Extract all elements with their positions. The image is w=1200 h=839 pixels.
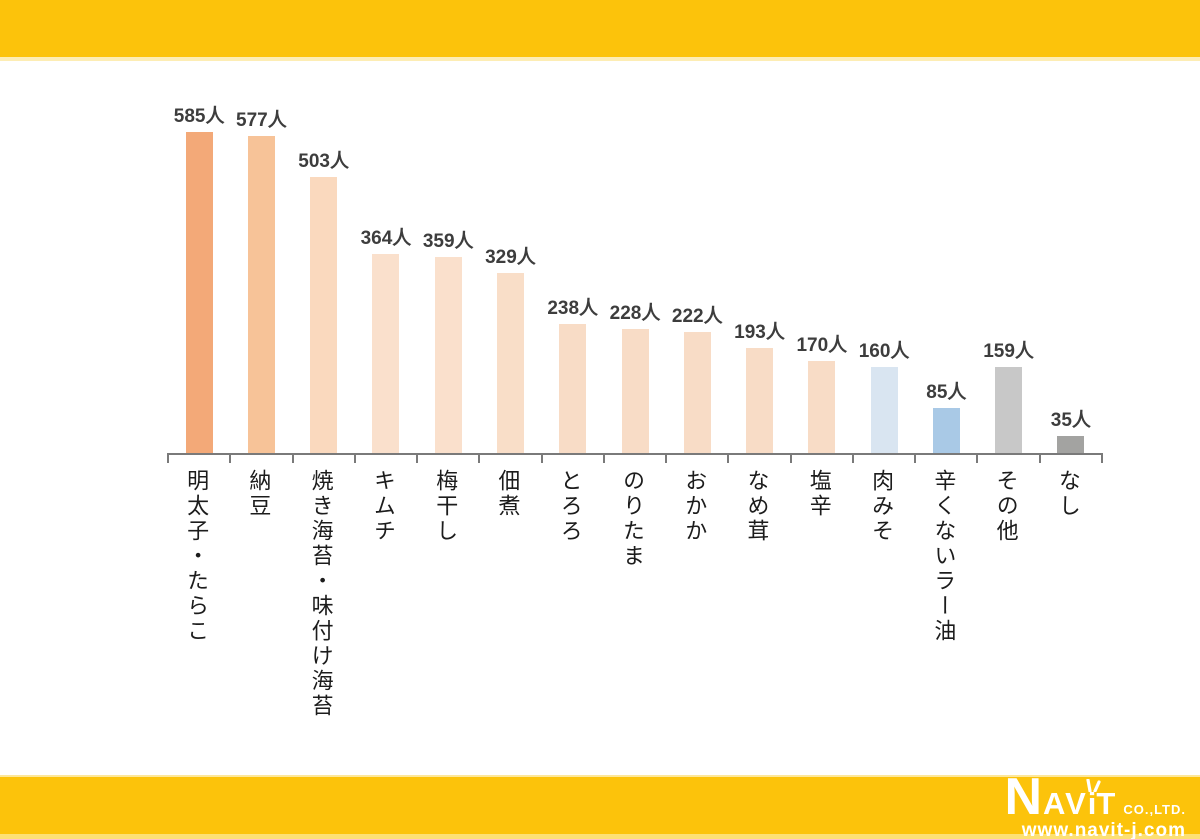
x-axis-tick-1 xyxy=(229,453,232,463)
x-axis-tick-12 xyxy=(914,453,917,463)
navit-logo: N AV i T CO.,LTD. www.navit-j.com xyxy=(1004,768,1186,839)
x-category-label-13: 辛くないラー油 xyxy=(931,469,957,644)
x-category-label-15: なし xyxy=(1055,469,1081,519)
rabbit-ears-icon xyxy=(1085,778,1101,797)
bar-1 xyxy=(185,132,213,455)
x-category-label-9: おかか xyxy=(682,469,708,544)
x-category-label-12: 肉みそ xyxy=(869,469,895,544)
bar-value-label-12: 160人 xyxy=(858,341,910,362)
x-category-label-3: 焼き海苔・味付け海苔 xyxy=(308,469,334,719)
x-axis-tick-10 xyxy=(789,453,792,463)
x-category-label-2: 納豆 xyxy=(246,469,272,519)
x-axis-tick-6 xyxy=(540,453,543,463)
navit-logo-url: www.navit-j.com xyxy=(1021,820,1186,839)
x-axis-tick-3 xyxy=(353,453,356,463)
bottom-brand-band xyxy=(0,775,1200,839)
x-axis-tick-15 xyxy=(1101,453,1103,463)
bar-2 xyxy=(247,136,275,455)
bar-value-label-8: 228人 xyxy=(609,303,661,324)
x-category-label-10: なめ茸 xyxy=(744,469,770,544)
x-category-label-5: 梅干し xyxy=(433,469,459,544)
bar-7 xyxy=(559,324,587,455)
x-axis-tick-2 xyxy=(291,453,294,463)
bar-value-label-14: 159人 xyxy=(983,341,1034,362)
x-axis-line xyxy=(168,453,1102,455)
x-category-label-4: キムチ xyxy=(370,469,396,544)
x-category-label-6: 佃煮 xyxy=(495,469,521,519)
navit-logo-letter-n: N xyxy=(1004,768,1044,826)
navit-logo-letter-i-wrap: i xyxy=(1086,778,1101,819)
x-category-label-7: とろろ xyxy=(557,469,583,544)
bar-15 xyxy=(1057,436,1085,455)
bar-value-label-11: 170人 xyxy=(796,335,848,356)
x-axis-tick-14 xyxy=(1038,453,1041,463)
x-axis-tick-5 xyxy=(478,453,481,463)
bar-value-label-9: 222人 xyxy=(671,306,723,327)
x-axis-tick-0 xyxy=(167,453,169,463)
bar-5 xyxy=(434,257,462,455)
x-axis-tick-4 xyxy=(416,453,419,463)
navit-logo-letter-t: T xyxy=(1096,786,1118,821)
bar-value-label-3: 503人 xyxy=(298,151,349,172)
bar-3 xyxy=(310,177,338,455)
bar-value-label-2: 577人 xyxy=(236,110,287,131)
bar-4 xyxy=(372,254,400,455)
bar-value-label-13: 85人 xyxy=(926,382,967,403)
x-axis-tick-9 xyxy=(727,453,730,463)
bar-value-label-1: 585人 xyxy=(173,106,225,127)
bar-value-label-10: 193人 xyxy=(734,322,785,343)
bar-13 xyxy=(932,408,960,455)
navit-logo-letter-i: i xyxy=(1087,786,1097,821)
bar-10 xyxy=(746,348,774,455)
bar-14 xyxy=(995,367,1023,455)
top-brand-band xyxy=(0,0,1200,57)
x-axis-tick-11 xyxy=(851,453,854,463)
x-category-label-8: のりたま xyxy=(620,469,645,569)
x-category-label-11: 塩辛 xyxy=(806,469,832,519)
bar-value-label-7: 238人 xyxy=(547,298,599,319)
x-category-label-1: 明太子・たらこ xyxy=(184,469,210,644)
x-axis-tick-7 xyxy=(602,453,605,463)
bar-value-label-5: 359人 xyxy=(422,231,474,252)
bottom-band-top-edge xyxy=(0,775,1200,777)
top-brand-band-edge xyxy=(0,57,1200,61)
bar-value-label-4: 364人 xyxy=(360,228,412,249)
x-axis-tick-8 xyxy=(665,453,668,463)
bar-9 xyxy=(683,332,711,455)
bar-12 xyxy=(870,367,898,455)
navit-logo-letters-av: AV xyxy=(1043,786,1088,821)
bar-6 xyxy=(496,273,524,455)
x-axis-tick-13 xyxy=(976,453,979,463)
bar-value-label-6: 329人 xyxy=(485,247,536,268)
bar-8 xyxy=(621,329,649,455)
bottom-band-bottom-edge xyxy=(0,834,1200,839)
bar-value-label-15: 35人 xyxy=(1050,410,1091,431)
navit-logo-wordmark: N AV i T CO.,LTD. xyxy=(1004,768,1186,826)
navit-logo-suffix: CO.,LTD. xyxy=(1123,802,1186,817)
bar-11 xyxy=(808,361,836,455)
x-category-label-14: その他 xyxy=(993,469,1019,544)
